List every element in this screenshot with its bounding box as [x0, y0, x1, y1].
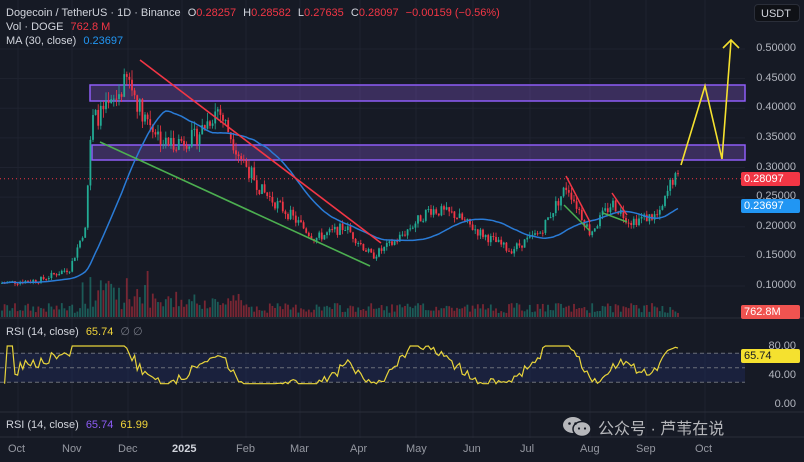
symbol-legend: Dogecoin / TetherUS · 1D · Binance O0.28…	[6, 6, 504, 20]
watermark-text: 公众号 · 芦苇在说	[598, 421, 725, 438]
price-tick: 0.45000	[756, 71, 796, 84]
volume-bars	[1, 270, 679, 317]
resistance-zones	[89, 84, 746, 161]
volume-label: Vol · DOGE	[6, 21, 64, 33]
price-tick: 0.10000	[756, 279, 796, 291]
time-tick: Sep	[636, 443, 656, 455]
currency-button[interactable]: USDT	[754, 4, 800, 22]
low-label: L	[297, 7, 305, 19]
price-tick: 0.20000	[756, 219, 796, 232]
change-value: −0.00159 (−0.56%)	[405, 7, 500, 19]
time-tick: Oct	[8, 443, 26, 455]
price-tick: 0.40000	[756, 101, 796, 114]
time-tick: Jun	[463, 443, 481, 455]
watermark: 公众号 · 芦苇在说	[562, 415, 724, 439]
symbol-title: Dogecoin / TetherUS · 1D · Binance	[6, 7, 181, 19]
time-tick: Feb	[236, 443, 255, 455]
rsi-value-tag: 65.74	[741, 349, 800, 363]
open-value: 0.28257	[196, 7, 237, 19]
price-tick: 0.30000	[756, 160, 796, 173]
ma-price-tag: 0.23697	[741, 199, 800, 213]
rsi-legend-2[interactable]: RSI (14, close) 65.74 61.99	[6, 418, 152, 432]
pane-separators	[0, 178, 804, 438]
time-tick: Mar	[290, 443, 309, 455]
time-tick: Aug	[580, 443, 600, 455]
rsi-legend[interactable]: RSI (14, close) 65.74 ∅ ∅	[6, 325, 147, 339]
time-tick: 2025	[172, 443, 197, 455]
drawings	[99, 38, 740, 267]
volume-value: 762.8 M	[70, 21, 111, 33]
time-tick: Apr	[350, 443, 368, 455]
price-tick: 0.35000	[756, 130, 796, 143]
rsi2-value-b: 61.99	[120, 419, 148, 431]
close-value: 0.28097	[358, 7, 399, 19]
time-tick: Oct	[695, 443, 713, 455]
time-tick: Jul	[520, 443, 535, 455]
ma-value: 0.23697	[83, 35, 124, 47]
ma-legend[interactable]: MA (30, close) 0.23697	[6, 34, 127, 48]
volume-tag: 762.8M	[741, 305, 800, 319]
rsi2-value-a: 65.74	[85, 419, 114, 431]
open-label: O	[187, 7, 197, 19]
time-tick: Dec	[118, 443, 138, 455]
time-tick: Nov	[62, 443, 82, 455]
low-value: 0.27635	[304, 7, 344, 19]
last-price-tag: 0.28097	[741, 172, 800, 186]
rsi-tick-0: 0.00	[774, 398, 796, 410]
wechat-icon	[562, 416, 592, 438]
rsi-line	[0, 345, 745, 386]
ma-line	[1, 110, 679, 284]
rsi-tick-40: 40.00	[768, 369, 796, 381]
ma-label: MA (30, close)	[6, 35, 77, 47]
volume-legend[interactable]: Vol · DOGE 762.8 M	[6, 20, 114, 34]
rsi-label: RSI (14, close)	[6, 326, 79, 338]
price-tick: 0.15000	[756, 249, 796, 262]
close-label: C	[350, 7, 359, 19]
time-tick: May	[406, 443, 427, 455]
price-tick: 0.50000	[756, 42, 796, 54]
high-value: 0.28582	[251, 7, 291, 19]
rsi-value: 65.74	[85, 326, 114, 338]
rsi-extra: ∅ ∅	[120, 326, 143, 338]
high-label: H	[243, 7, 252, 19]
rsi2-label: RSI (14, close)	[6, 419, 79, 431]
